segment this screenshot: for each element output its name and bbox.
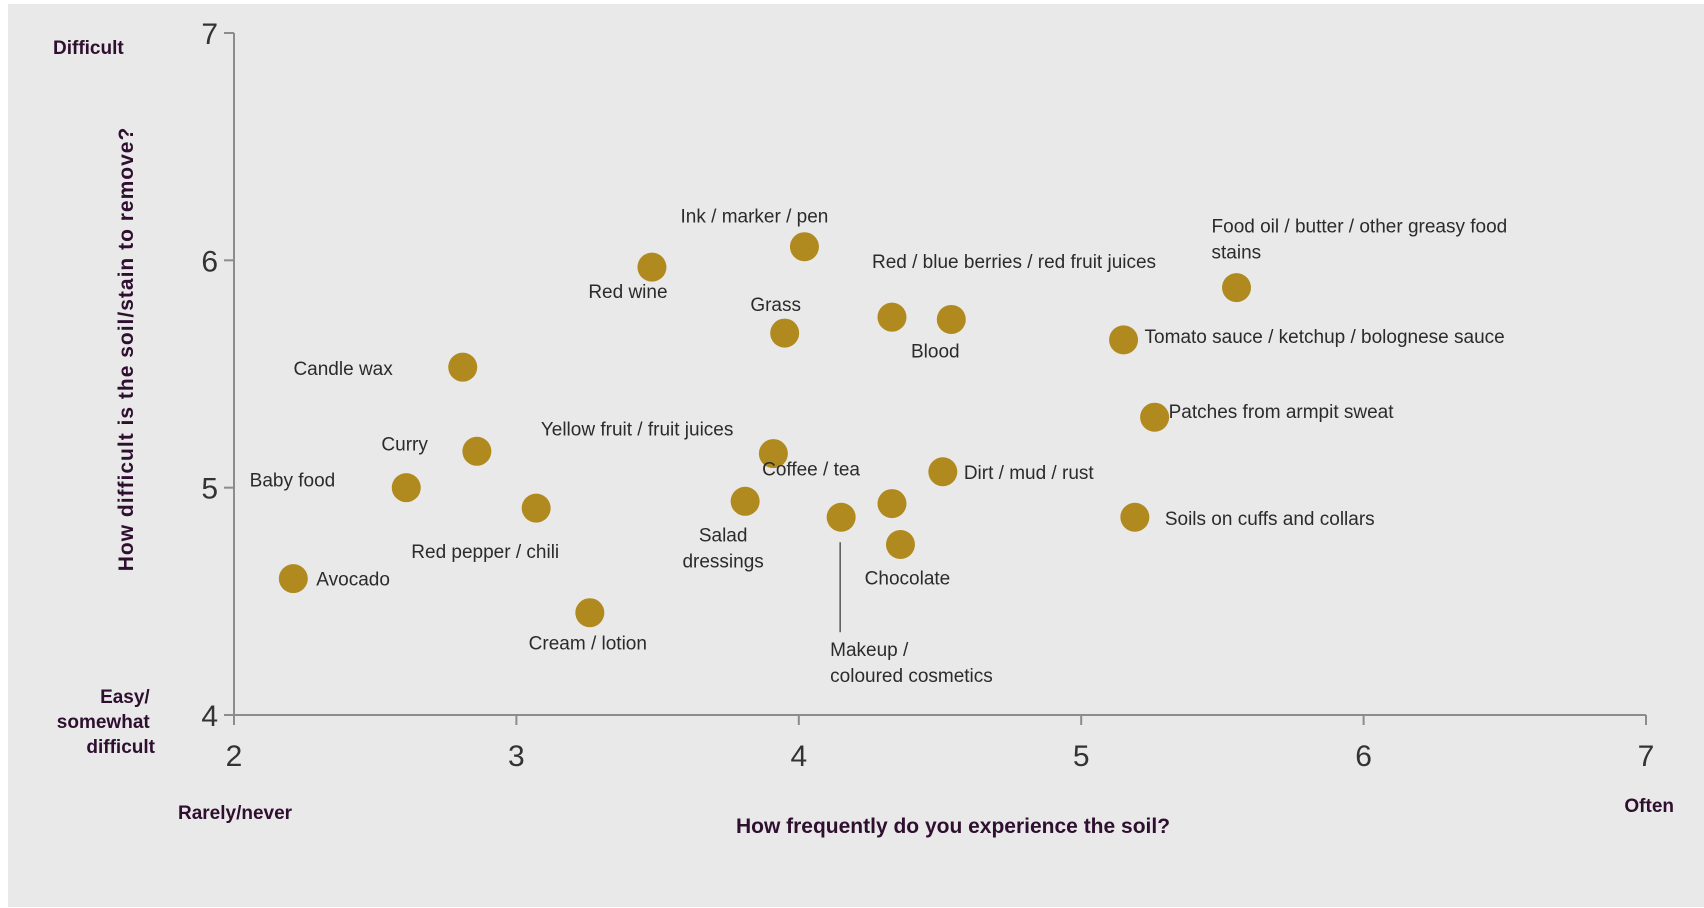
point-label: Coffee / tea [762,460,860,481]
data-point [637,252,667,282]
data-point [1222,273,1252,303]
data-point [1109,325,1139,355]
x-tick-label: 3 [508,740,525,773]
x-tick-label: 6 [1355,740,1372,773]
data-point [278,564,308,594]
data-point [521,493,551,523]
data-point [789,232,819,262]
data-point [1120,502,1150,532]
point-label: Patches from armpit sweat [1169,402,1395,423]
point-label: Cream / lotion [529,634,647,655]
point-label: Chocolate [865,569,951,590]
y-low-label-line-1: Easy/ [100,687,150,708]
y-high-label: Difficult [53,38,124,59]
point-label: Blood [911,341,960,362]
y-low-label-line-2: somewhat [57,712,151,733]
x-high-label: Often [1624,796,1674,817]
y-low-label: Easy/ somewhat difficult [57,687,156,758]
y-axis-title: How difficult is the soil/stain to remov… [115,127,138,572]
point-label: Grass [750,295,801,316]
chart-panel: 2 3 4 5 6 7 4 5 6 7 Avocado Baby food Candle wax Cur… [8,4,1704,907]
data-markers [278,232,1252,628]
point-labels: Avocado Baby food Candle wax Curry Red peppe… [250,207,1508,688]
point-label: Salad dressings [682,525,763,572]
y-tick-label: 5 [201,473,218,506]
x-tick-label: 4 [790,740,807,773]
data-point [758,439,788,469]
point-label: Avocado [316,570,390,591]
data-point [462,436,492,466]
point-label: Red / blue berries / red fruit juices [872,252,1156,273]
y-tick-label: 6 [201,245,218,278]
point-label: Makeup / coloured cosmetics [830,640,993,687]
data-point [928,457,958,487]
point-label: Food oil / butter / other greasy food sta… [1212,217,1508,264]
data-point [770,318,800,348]
x-tick-label: 7 [1638,740,1655,773]
x-low-label: Rarely/never [178,803,293,824]
data-point [1140,402,1170,432]
axes [233,33,1646,716]
point-label: Candle wax [293,359,393,380]
scatter-chart: 2 3 4 5 6 7 4 5 6 7 Avocado Baby food Candle wax Cur… [8,4,1704,907]
data-point [826,502,856,532]
x-axis-title: How frequently do you experience the soi… [736,815,1170,838]
y-tick-label: 7 [201,18,218,51]
point-label: Yellow fruit / fruit juices [541,420,734,441]
point-label: Soils on cuffs and collars [1165,509,1375,530]
point-label: Red wine [588,282,667,303]
chart-background [8,4,1704,907]
data-point [730,486,760,516]
data-point [575,598,605,628]
data-point [448,352,478,382]
x-tick-label: 2 [226,740,243,773]
data-point [877,489,907,519]
y-tick-label: 4 [201,700,218,733]
point-label: Curry [381,434,428,455]
point-label: Red pepper / chili [411,542,559,563]
x-tick-label: 5 [1073,740,1090,773]
point-label: Dirt / mud / rust [964,463,1095,484]
point-label: Tomato sauce / ketchup / bolognese sauce [1145,327,1505,348]
point-label: Ink / marker / pen [681,207,829,228]
data-point [885,530,915,559]
data-point [936,304,966,334]
y-low-label-line-3: difficult [86,737,155,758]
data-point [391,473,421,503]
point-label: Baby food [250,471,336,492]
ticks: 2 3 4 5 6 7 4 5 6 7 [201,18,1654,773]
data-point [877,302,907,332]
